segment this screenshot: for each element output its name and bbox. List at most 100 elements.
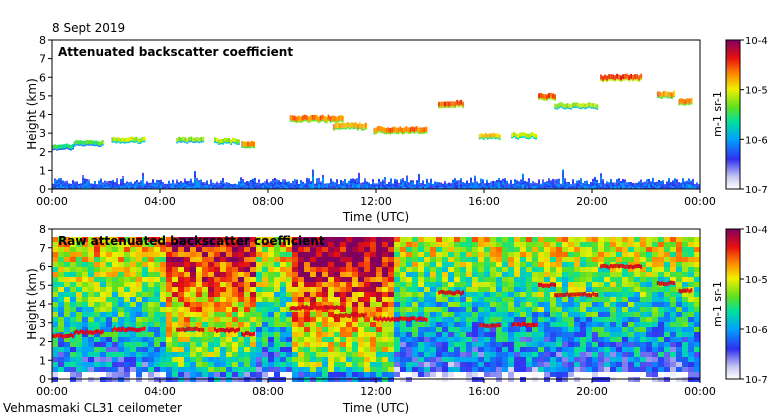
raw-backscatter-cell	[328, 342, 334, 347]
raw-backscatter-cell	[430, 307, 436, 312]
raw-backscatter-cell	[538, 357, 544, 362]
raw-backscatter-cell	[280, 332, 286, 337]
raw-backscatter-cell	[364, 347, 370, 352]
surface-aerosol-cell	[570, 184, 572, 187]
surface-aerosol-cell	[112, 181, 114, 184]
cloud-layer-cell	[395, 127, 398, 133]
cloud-layer-cell	[636, 74, 639, 80]
cloud-layer-edge	[83, 144, 86, 147]
cloud-layer-edge	[523, 136, 525, 138]
cloud-layer-edge	[70, 148, 72, 151]
surface-aerosol-cell	[174, 183, 176, 185]
raw-backscatter-cell	[52, 342, 58, 347]
raw-backscatter-cell	[112, 282, 118, 287]
raw-backscatter-cell	[310, 287, 316, 292]
raw-backscatter-cell	[340, 272, 346, 277]
raw-backscatter-cell	[340, 282, 346, 287]
raw-backscatter-cell	[562, 312, 568, 317]
raw-backscatter-cell	[454, 307, 460, 312]
raw-backscatter-cell	[88, 357, 94, 362]
raw-backscatter-cell	[328, 247, 334, 252]
surface-aerosol-cell	[396, 182, 398, 185]
surface-aerosol-cell	[564, 181, 566, 185]
raw-backscatter-cell	[94, 342, 100, 347]
raw-backscatter-cell	[100, 312, 106, 317]
panel-2-plot-content	[52, 237, 700, 382]
raw-backscatter-cell	[418, 257, 424, 262]
cloud-layer-edge	[462, 106, 465, 109]
raw-backscatter-cell	[526, 262, 532, 267]
surface-aerosol-cell	[208, 185, 210, 187]
raw-backscatter-cell	[136, 247, 142, 252]
raw-backscatter-cell	[94, 302, 100, 307]
surface-aerosol-cell	[336, 185, 338, 188]
surface-aerosol-cell	[220, 183, 222, 186]
raw-backscatter-cell	[454, 297, 460, 302]
raw-backscatter-cell	[400, 352, 406, 357]
cloud-layer-edge	[332, 129, 335, 131]
surface-aerosol-cell	[600, 175, 602, 180]
surface-aerosol-cell	[314, 186, 316, 188]
raw-backscatter-cell	[232, 297, 238, 302]
cloud-layer-cell	[313, 115, 316, 121]
raw-backscatter-cell	[322, 252, 328, 257]
cloud-layer-cell	[562, 103, 565, 108]
surface-aerosol-cell	[372, 185, 374, 188]
surface-aerosol-cell	[130, 185, 132, 188]
raw-backscatter-cell	[178, 242, 184, 247]
surface-aerosol-cell	[302, 185, 304, 188]
surface-aerosol-cell	[260, 187, 262, 189]
cloud-layer-cell	[251, 140, 253, 146]
surface-aerosol-cell	[154, 183, 156, 186]
raw-backscatter-cell	[370, 322, 376, 327]
raw-backscatter-cell	[436, 307, 442, 312]
raw-backscatter-cell	[208, 237, 214, 242]
surface-aerosol-cell	[290, 185, 292, 187]
raw-backscatter-cell	[58, 242, 64, 247]
surface-aerosol-cell	[74, 186, 76, 189]
raw-backscatter-cell	[412, 282, 418, 287]
raw-backscatter-cell	[376, 362, 382, 367]
raw-backscatter-cell	[460, 282, 466, 287]
cloud-layer-edge	[417, 132, 420, 134]
surface-aerosol-cell	[522, 186, 524, 190]
raw-backscatter-cell	[136, 297, 142, 302]
surface-aerosol-cell	[132, 186, 134, 188]
raw-backscatter-cell	[340, 322, 346, 327]
raw-backscatter-cell	[466, 327, 472, 332]
raw-backscatter-cell	[130, 267, 136, 272]
raw-backscatter-cell	[472, 367, 478, 372]
surface-aerosol-cell	[348, 186, 350, 189]
surface-aerosol-cell	[384, 185, 386, 188]
cloud-layer-cell	[377, 125, 380, 131]
raw-backscatter-cell	[226, 302, 232, 307]
raw-backscatter-cell	[520, 287, 526, 292]
surface-aerosol-cell	[636, 185, 638, 188]
surface-aerosol-cell	[474, 177, 476, 181]
raw-backscatter-cell	[292, 272, 298, 277]
raw-backscatter-cell	[454, 267, 460, 272]
raw-backscatter-cell	[520, 242, 526, 247]
raw-backscatter-cell	[292, 342, 298, 347]
raw-backscatter-cell	[112, 342, 118, 347]
raw-backscatter-cell	[388, 267, 394, 272]
cloud-layer-edge	[562, 107, 565, 109]
raw-backscatter-cell	[340, 337, 346, 342]
raw-backscatter-cell	[64, 362, 70, 367]
surface-aerosol-cell	[170, 186, 172, 188]
raw-backscatter-cell	[526, 347, 532, 352]
surface-aerosol-cell	[592, 182, 594, 185]
surface-aerosol-cell	[502, 187, 504, 190]
raw-backscatter-cell	[424, 367, 430, 372]
raw-backscatter-cell	[316, 242, 322, 247]
cloud-layer-edge	[576, 106, 579, 108]
raw-backscatter-cell	[370, 312, 376, 317]
surface-aerosol-cell	[382, 187, 384, 190]
raw-backscatter-cell	[532, 277, 538, 282]
surface-aerosol-cell	[544, 183, 546, 185]
surface-aerosol-cell	[302, 184, 304, 186]
raw-backscatter-cell	[136, 317, 142, 322]
raw-backscatter-cell	[88, 277, 94, 282]
surface-aerosol-cell	[550, 180, 552, 183]
raw-backscatter-cell	[226, 252, 232, 257]
